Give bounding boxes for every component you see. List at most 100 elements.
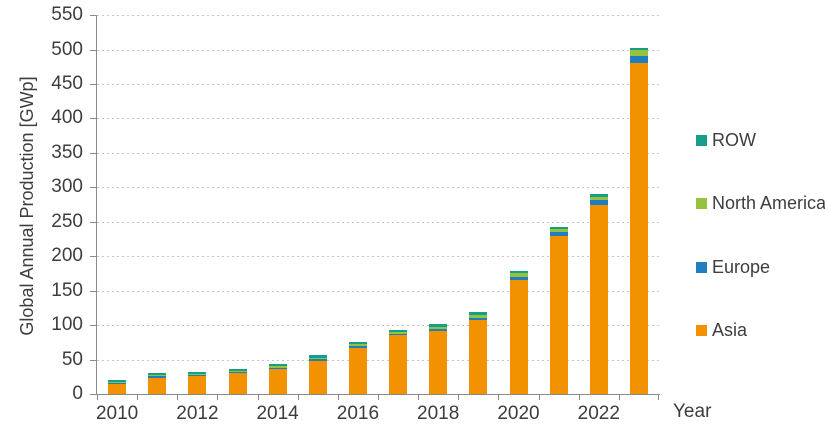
bar-segment-north-america <box>629 50 648 56</box>
bar-segment-asia <box>228 373 247 394</box>
bar-segment-row <box>389 329 408 332</box>
y-axis-tick-label: 350 <box>51 141 83 163</box>
bar-segment-europe <box>108 382 127 385</box>
bar-segment-asia <box>308 360 327 394</box>
y-axis-tick <box>90 49 96 51</box>
legend-color-swatch <box>696 134 707 146</box>
bar-segment-europe <box>268 367 287 370</box>
bar-segment-row <box>348 342 367 345</box>
legend: ROW North America Europe Asia <box>696 0 825 427</box>
x-axis-tick <box>658 395 659 400</box>
bar-segment-row <box>589 194 608 197</box>
y-axis-tick <box>90 256 96 258</box>
gridline <box>97 290 659 292</box>
bar-segment-north-america <box>549 229 568 233</box>
legend-label: ROW <box>712 130 756 150</box>
x-axis-tick <box>337 395 339 400</box>
y-axis-tick-label: 500 <box>51 38 83 60</box>
bar-segment-row <box>629 47 648 51</box>
x-axis-tick <box>257 395 259 400</box>
bar-segment-north-america <box>589 196 608 201</box>
y-axis-line <box>96 15 97 395</box>
y-axis-tick <box>90 118 96 120</box>
y-axis-tick <box>90 152 96 154</box>
gridline <box>97 221 659 223</box>
bar-segment-north-america <box>509 273 528 277</box>
legend-item-north-america: North America <box>696 194 825 212</box>
bar-segment-europe <box>509 276 528 281</box>
gridline <box>97 325 659 327</box>
bar-segment-asia <box>188 376 207 394</box>
bar-segment-north-america <box>148 374 167 376</box>
bar-segment-europe <box>549 232 568 236</box>
y-axis-tick-label: 400 <box>51 107 83 129</box>
y-axis-tick <box>90 290 96 292</box>
bar-segment-north-america <box>228 370 247 372</box>
x-axis-tick-label: 2014 <box>256 403 299 424</box>
legend-label: North America <box>712 193 825 213</box>
bar-segment-europe <box>348 346 367 348</box>
bar-segment-north-america <box>108 381 127 383</box>
bar-segment-row <box>549 226 568 229</box>
y-axis-tick-label: 150 <box>51 279 83 301</box>
bar-segment-europe <box>389 333 408 336</box>
y-axis-title: Global Annual Production [GWp] <box>17 76 37 336</box>
bar-segment-row <box>429 324 448 327</box>
plot-area: 0 50 100 150 200 250 300 350 400 450 500 550 2010 20… <box>51 5 660 424</box>
bar-segment-row <box>188 372 207 374</box>
bar-segment-north-america <box>429 326 448 329</box>
y-axis-tick-label: 450 <box>51 72 83 94</box>
y-axis-tick <box>90 221 96 223</box>
x-axis-tick <box>137 395 139 400</box>
legend-color-swatch <box>696 197 707 209</box>
x-axis-tick <box>618 395 620 400</box>
stacked-bar-2019 <box>469 15 488 394</box>
y-axis-tick <box>90 394 96 395</box>
gridline <box>97 83 659 85</box>
x-axis-tick-label: 2016 <box>336 403 380 424</box>
bar-segment-europe <box>148 375 167 378</box>
legend-label: Europe <box>712 257 771 277</box>
x-axis-tick-label: 2022 <box>577 403 620 424</box>
x-axis-tick <box>498 395 500 400</box>
gridline <box>97 118 659 120</box>
y-axis-tick-label: 300 <box>51 176 83 198</box>
stacked-bar-2016 <box>348 15 367 394</box>
bar-segment-north-america <box>389 332 408 334</box>
bar-segment-asia <box>389 335 408 394</box>
stacked-bar-2022 <box>589 15 608 394</box>
x-axis-tick <box>458 395 460 400</box>
bar-segment-row <box>228 368 247 371</box>
x-axis-tick <box>297 395 299 400</box>
y-axis-tick <box>90 187 96 189</box>
bar-segment-europe <box>589 200 608 205</box>
legend-item-asia: Asia <box>696 321 747 339</box>
y-axis-tick-label: 550 <box>51 4 83 25</box>
bar-segment-europe <box>188 374 207 377</box>
bar-segment-europe <box>429 328 448 331</box>
legend-label: Asia <box>712 320 748 340</box>
stacked-bar-2020 <box>509 15 528 394</box>
x-axis-tick <box>418 395 420 400</box>
x-axis-tick-label: 2010 <box>95 403 139 424</box>
legend-item-row: ROW <box>696 131 756 149</box>
x-axis-tick-label: 2012 <box>176 403 219 424</box>
x-axis-tick <box>538 395 540 400</box>
x-axis-line <box>96 394 660 395</box>
legend-color-swatch <box>696 261 707 273</box>
x-axis-title: Year <box>673 401 712 422</box>
bar-segment-row <box>268 364 287 367</box>
bar-segment-north-america <box>188 373 207 375</box>
y-axis-tick <box>90 83 96 85</box>
bar-segment-europe <box>308 359 327 361</box>
stacked-bar-2012 <box>188 15 207 394</box>
bar-segment-asia <box>589 204 608 394</box>
x-axis-tick-label: 2018 <box>417 403 460 424</box>
legend-color-swatch <box>696 324 707 336</box>
gridline <box>97 15 659 16</box>
bar-segment-row <box>308 355 327 358</box>
y-axis-tick <box>90 15 96 16</box>
y-axis-tick <box>90 325 96 327</box>
bar-segment-europe <box>469 317 488 320</box>
